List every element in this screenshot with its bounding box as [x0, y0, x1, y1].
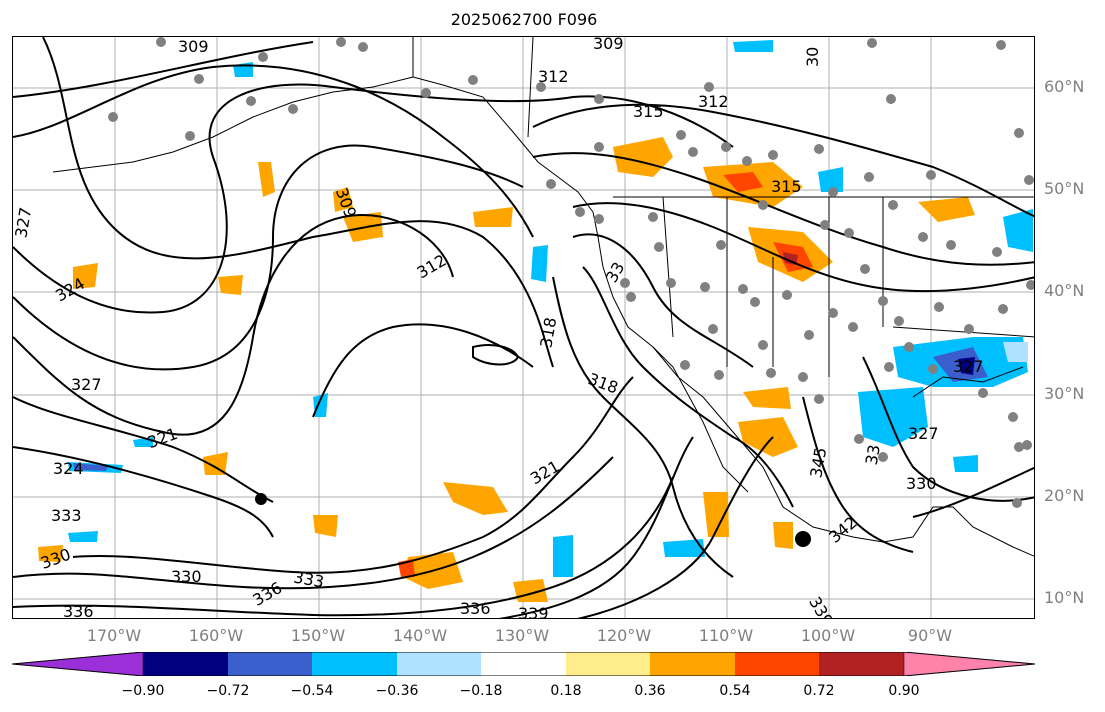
contour-label: 336 [460, 599, 491, 618]
contour-label: 321 [527, 457, 563, 489]
contour-label: 327 [908, 424, 939, 443]
contour-label: 339 [518, 604, 549, 619]
large-marker [795, 531, 811, 547]
colorbar-outline [12, 652, 1036, 676]
colorbar-segment [566, 652, 650, 676]
colorbar-tick-label: 0.72 [803, 683, 835, 699]
colorbar-tick-label: −0.18 [459, 683, 503, 699]
contour-label: 327 [71, 375, 102, 394]
contour-label: 330 [171, 567, 202, 586]
orange-patches [38, 137, 975, 602]
colorbar-tick-label: 0.18 [550, 683, 582, 699]
station-markers [108, 37, 1034, 508]
contour-label: 309 [593, 37, 624, 53]
lon-label: 170°W [86, 626, 142, 645]
lat-label: 20°N [1044, 486, 1085, 505]
colorbar-tick-label: −0.36 [375, 683, 419, 699]
lat-label: 40°N [1044, 281, 1085, 300]
colorbar-tick-label: −0.90 [121, 683, 165, 699]
colorbar-segment [819, 652, 904, 676]
theta-contours [13, 37, 1034, 618]
contour-label: 33 [862, 443, 884, 466]
lon-label: 130°W [494, 626, 550, 645]
colorbar-segment [650, 652, 735, 676]
colorbar-segment [397, 652, 481, 676]
contour-label: 315 [771, 177, 802, 196]
colorbar-tick-label: 0.36 [634, 683, 666, 699]
lon-label: 90°W [907, 626, 953, 645]
lat-label: 30°N [1044, 384, 1085, 403]
contour-label: 309 [332, 185, 360, 220]
colorbar [12, 652, 1036, 676]
contour-label: 312 [698, 92, 729, 111]
colorbar-segment [143, 652, 228, 676]
colorbar-tick-label: 0.90 [888, 683, 920, 699]
contour-label: 336 [249, 578, 285, 610]
lon-label: 160°W [188, 626, 244, 645]
contour-label: 318 [536, 316, 560, 349]
lat-label: 10°N [1044, 588, 1085, 607]
contour-label: 309 [178, 37, 209, 56]
contour-labels: 309 309 309 312 312 312 315 315 318 318 … [13, 37, 984, 619]
lon-label: 140°W [392, 626, 448, 645]
contour-label: 312 [538, 67, 569, 86]
lat-label: 50°N [1044, 179, 1085, 198]
lon-label: 120°W [596, 626, 652, 645]
contour-label: 333 [51, 506, 82, 525]
colorbar-tick-label: −0.72 [206, 683, 250, 699]
colorbar-segment [228, 652, 312, 676]
contour-label: 324 [53, 459, 84, 478]
hawaii-marker [255, 493, 267, 505]
map-panel: 309 309 309 312 312 312 315 315 318 318 … [12, 36, 1035, 619]
contour-label: 30 [803, 47, 822, 67]
lat-label: 60°N [1044, 77, 1085, 96]
contour-label: 330 [906, 474, 937, 493]
contour-label: 327 [953, 357, 984, 376]
contour-label: 318 [586, 369, 621, 397]
map-title: 2025062700 F096 [450, 10, 598, 29]
colorbar-segment [481, 652, 566, 676]
blue-patches [68, 40, 1033, 577]
contour-label: 315 [633, 102, 664, 121]
colorbar-segment [735, 652, 819, 676]
colorbar-tick-label: 0.54 [719, 683, 751, 699]
map-canvas: 309 309 309 312 312 312 315 315 318 318 … [13, 37, 1034, 619]
colorbar-segment [312, 652, 397, 676]
lon-label: 150°W [290, 626, 346, 645]
colorbar-segment [12, 652, 144, 676]
colorbar-segment [903, 652, 1036, 676]
lon-label: 110°W [698, 626, 754, 645]
contour-label: 339 [805, 593, 837, 619]
contour-label: 342 [825, 513, 861, 547]
contour-label: 336 [63, 602, 94, 619]
colorbar-tick-label: −0.54 [290, 683, 334, 699]
lon-label: 100°W [800, 626, 856, 645]
contour-label: 327 [13, 206, 35, 239]
